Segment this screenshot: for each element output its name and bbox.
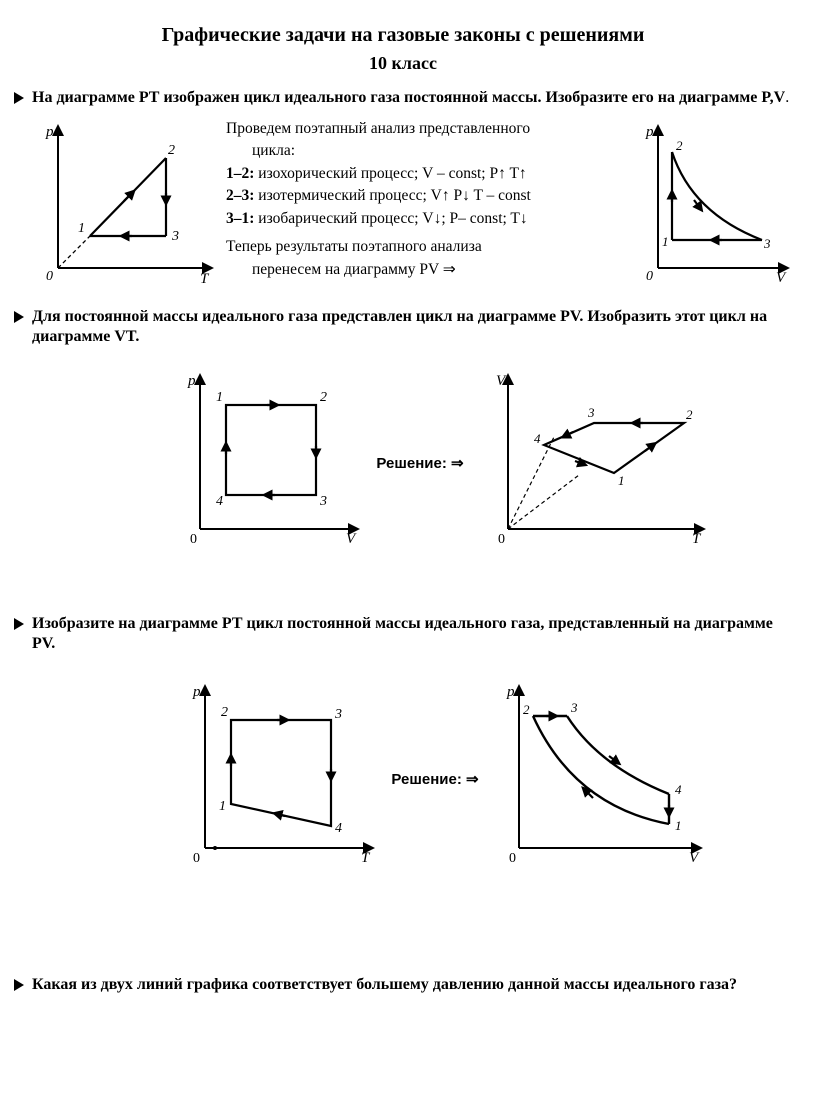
svg-text:4: 4 xyxy=(216,494,223,509)
problem-3-text: Изобразите на диаграмме РТ цикл постоянн… xyxy=(32,614,792,654)
problem-4: Какая из двух линий графика соответствуе… xyxy=(14,975,792,995)
svg-text:2: 2 xyxy=(221,705,228,720)
svg-text:2: 2 xyxy=(320,390,327,405)
svg-text:4: 4 xyxy=(675,782,682,797)
svg-text:1: 1 xyxy=(216,390,223,405)
page-title: Графические задачи на газовые законы с р… xyxy=(14,24,792,47)
svg-text:V: V xyxy=(776,270,787,286)
svg-text:V: V xyxy=(346,531,357,547)
svg-text:2: 2 xyxy=(168,143,175,158)
svg-text:0: 0 xyxy=(190,532,197,547)
svg-text:2: 2 xyxy=(676,138,683,153)
svg-text:3: 3 xyxy=(570,700,578,715)
svg-text:1: 1 xyxy=(675,818,682,833)
svg-text:3: 3 xyxy=(334,707,342,722)
svg-text:3: 3 xyxy=(587,405,595,420)
problem-1: На диаграмме РТ изображен цикл идеальног… xyxy=(14,88,792,293)
bullet-icon xyxy=(14,92,32,104)
svg-text:3: 3 xyxy=(763,236,771,251)
svg-text:V: V xyxy=(689,850,700,866)
svg-text:2: 2 xyxy=(686,407,693,422)
diagram-pt-quad: p T 0 1 2 3 4 xyxy=(171,676,381,881)
diagram-pt-triangle: p T 0 1 2 3 xyxy=(28,118,218,293)
diagram-pv-isotherms: p V 0 2 3 4 1 xyxy=(489,676,709,881)
solution-label: Решение: ⇒ xyxy=(370,454,469,472)
problem-1-text: На диаграмме РТ изображен цикл идеальног… xyxy=(32,88,792,108)
svg-text:0: 0 xyxy=(193,851,200,866)
svg-text:4: 4 xyxy=(335,821,342,836)
svg-text:T: T xyxy=(200,271,210,287)
page-subtitle: 10 класс xyxy=(14,53,792,74)
bullet-icon xyxy=(14,311,32,323)
svg-text:p: p xyxy=(645,124,654,140)
svg-text:0: 0 xyxy=(498,532,505,547)
svg-text:1: 1 xyxy=(78,221,85,236)
problem-2-text: Для постоянной массы идеального газа пре… xyxy=(32,307,792,347)
analysis-block: Проведем поэтапный анализ представленног… xyxy=(218,118,632,281)
diagram-vt-parallelogram: V T 0 1 2 3 4 xyxy=(474,365,714,560)
problem-4-text: Какая из двух линий графика соответствуе… xyxy=(32,975,792,995)
diagram-pv-curve: p V 0 1 2 3 xyxy=(632,118,792,293)
svg-text:p: p xyxy=(187,373,196,389)
bullet-icon xyxy=(14,979,32,991)
problem-2: Для постоянной массы идеального газа пре… xyxy=(14,307,792,560)
svg-text:T: T xyxy=(361,850,371,866)
svg-text:0: 0 xyxy=(646,269,653,284)
svg-text:3: 3 xyxy=(319,494,327,509)
svg-text:p: p xyxy=(192,684,201,700)
bullet-icon xyxy=(14,618,32,630)
svg-text:1: 1 xyxy=(662,234,669,249)
svg-text:3: 3 xyxy=(171,229,179,244)
svg-text:2: 2 xyxy=(523,702,530,717)
problem-3: Изобразите на диаграмме РТ цикл постоянн… xyxy=(14,614,792,881)
svg-text:p: p xyxy=(45,124,54,140)
svg-text:4: 4 xyxy=(534,431,541,446)
svg-text:0: 0 xyxy=(509,851,516,866)
solution-label: Решение: ⇒ xyxy=(385,770,484,788)
svg-text:0: 0 xyxy=(46,269,53,284)
svg-text:1: 1 xyxy=(618,473,625,488)
svg-text:p: p xyxy=(506,684,515,700)
svg-text:1: 1 xyxy=(219,799,226,814)
svg-text:V: V xyxy=(496,373,507,389)
diagram-pv-square: p V 0 1 2 3 4 xyxy=(166,365,366,560)
svg-text:T: T xyxy=(692,531,702,547)
